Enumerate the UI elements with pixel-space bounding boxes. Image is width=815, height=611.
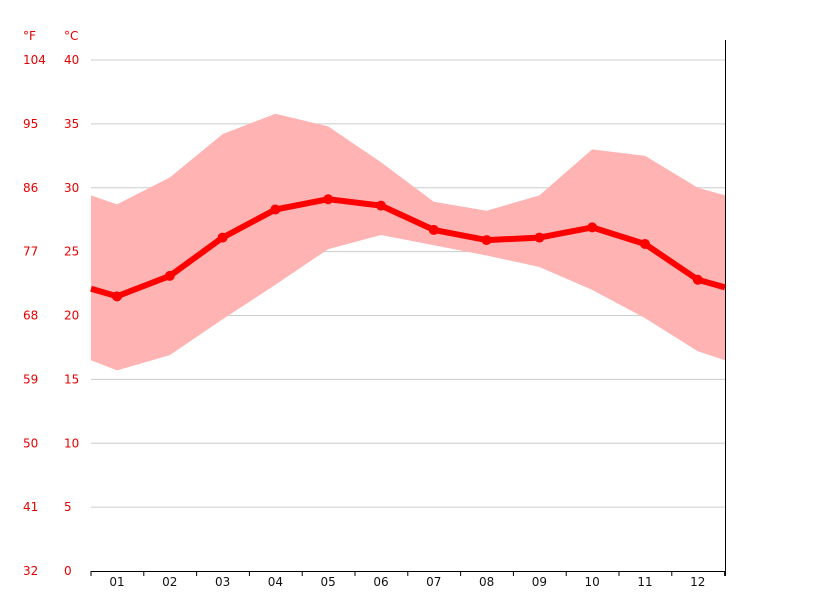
y-tick-fahrenheit: 32 [23, 564, 38, 578]
y-tick-celsius: 10 [64, 436, 79, 450]
x-tick-08: 08 [479, 575, 494, 589]
temperature-range-band [91, 113, 725, 371]
y-tick-celsius: 5 [64, 500, 72, 514]
y-tick-fahrenheit: 50 [23, 436, 38, 450]
data-points [112, 194, 703, 302]
y-tick-celsius: 20 [64, 309, 79, 323]
x-tick-06: 06 [373, 575, 388, 589]
x-tick-labels: 01 02 03 04 05 06 07 08 09 10 11 12 [109, 575, 705, 589]
average-temperature-line [90, 196, 726, 300]
x-tick-03: 03 [215, 575, 230, 589]
fahrenheit-unit-label: °F [23, 29, 36, 43]
x-tick-11: 11 [637, 575, 652, 589]
data-point-05 [323, 194, 334, 205]
data-point-09 [534, 232, 545, 243]
data-point-06 [376, 200, 386, 211]
data-point-11 [640, 238, 650, 249]
data-point-10 [587, 222, 598, 233]
x-tick-04: 04 [268, 575, 283, 589]
x-tick-02: 02 [162, 575, 177, 589]
y-tick-celsius: 15 [64, 372, 79, 386]
y-tick-fahrenheit: 77 [23, 245, 38, 259]
data-point-04 [270, 204, 281, 215]
x-tick-05: 05 [321, 575, 336, 589]
y-tick-celsius: 30 [64, 181, 79, 195]
y-tick-celsius: 40 [64, 53, 79, 67]
y-tick-fahrenheit: 104 [23, 53, 46, 67]
x-axis [90, 571, 726, 576]
y-tick-fahrenheit: 68 [23, 309, 38, 323]
data-point-02 [164, 270, 175, 281]
data-point-08 [481, 235, 492, 246]
data-point-01 [112, 291, 122, 302]
data-point-12 [692, 274, 703, 285]
y-tick-fahrenheit: 41 [23, 500, 38, 514]
x-tick-12: 12 [690, 575, 705, 589]
y-tick-celsius: 0 [64, 564, 72, 578]
y-tick-fahrenheit: 59 [23, 372, 38, 386]
y-tick-celsius: 35 [64, 117, 79, 131]
x-tick-10: 10 [585, 575, 600, 589]
x-tick-09: 09 [532, 575, 547, 589]
data-point-03 [217, 232, 228, 243]
y-tick-fahrenheit: 95 [23, 117, 38, 131]
y-tick-celsius: 25 [64, 245, 79, 259]
x-tick-07: 07 [426, 575, 441, 589]
celsius-unit-label: °C [64, 29, 78, 43]
x-tick-01: 01 [109, 575, 124, 589]
y-tick-labels: 32 0 41 5 50 10 59 15 68 20 77 25 86 30 95 35 104 40 [23, 53, 79, 578]
y-tick-fahrenheit: 86 [23, 181, 38, 195]
data-point-07 [428, 224, 439, 235]
